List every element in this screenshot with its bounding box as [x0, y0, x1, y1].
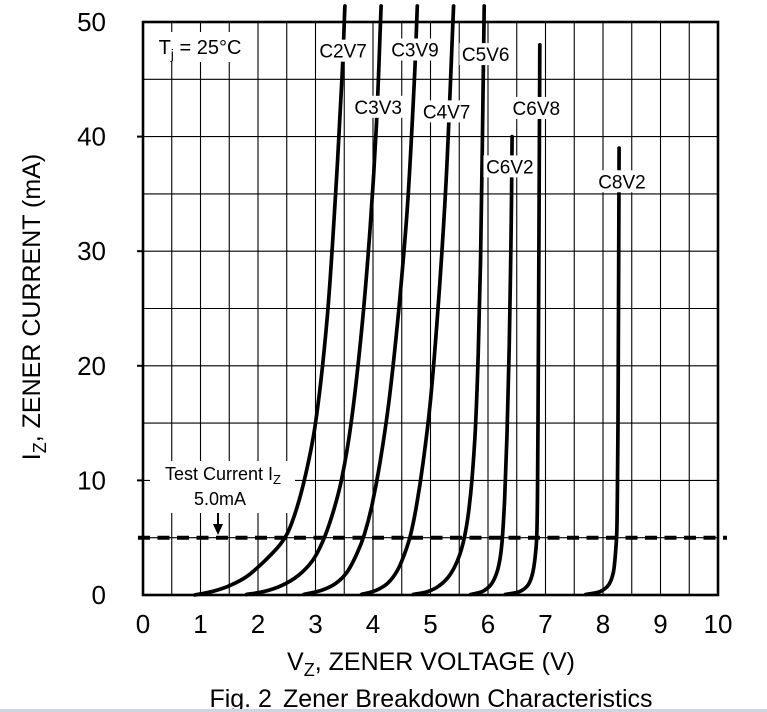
curve-label-box-C4V7 — [420, 100, 473, 123]
x-tick-label-2: 2 — [251, 609, 265, 639]
curve-C8V2 — [583, 146, 621, 597]
curve-label-box-C2V7 — [316, 39, 370, 62]
curve-label-box-C3V3 — [351, 95, 405, 118]
axis-tick-labels: 0 1 2 3 4 5 6 7 8 9 10 0 10 20 30 40 50 — [77, 7, 732, 639]
page-bottom-strip — [0, 709, 767, 712]
curve-label-C6V8: C6V8 — [513, 99, 561, 120]
x-tick-label-4: 4 — [366, 609, 380, 639]
curve-C6V8 — [503, 43, 542, 597]
y-axis-title: IZ, ZENER CURRENT (mA) — [18, 154, 50, 460]
curve-C4V7 — [359, 4, 456, 597]
y-axis-title-sub: Z — [30, 442, 50, 453]
y-tick-label-10: 10 — [77, 465, 106, 495]
figure-caption-text: Zener Breakdown Characteristics — [283, 685, 653, 712]
curve-C3V9 — [302, 4, 420, 597]
curve-label-C6V2: C6V2 — [486, 157, 534, 178]
temperature-post: = 25°C — [174, 37, 241, 59]
plot-frame — [137, 20, 720, 597]
curve-labels: C2V7 C3V3 C3V9 C4V7 C5V6 C6V2 C6V8 C8V2 — [316, 38, 649, 193]
temperature-annotation-box — [149, 32, 251, 62]
plot-border — [141, 20, 720, 597]
y-tick-label-40: 40 — [77, 122, 106, 152]
curve-label-C2V7: C2V7 — [319, 42, 367, 63]
test-current-annotation: Test Current IZ 5.0mA — [150, 461, 295, 535]
x-axis-title: VZ, ZENER VOLTAGE (V) — [287, 648, 575, 680]
x-tick-label-5: 5 — [423, 609, 437, 639]
curve-label-C4V7: C4V7 — [423, 102, 471, 123]
temperature-pre: T — [159, 37, 171, 59]
x-tick-label-8: 8 — [596, 609, 610, 639]
x-tick-label-1: 1 — [193, 609, 207, 639]
temperature-annotation: Tj = 25°C — [149, 32, 251, 62]
x-tick-label-7: 7 — [538, 609, 552, 639]
test-current-line2: 5.0mA — [194, 489, 246, 509]
x-axis-title-pre: V — [287, 648, 304, 676]
curve-label-box-C6V8 — [509, 96, 563, 119]
curve-label-C3V3: C3V3 — [354, 98, 402, 119]
arrow-head-icon — [213, 524, 223, 535]
x-axis-title-sub: Z — [304, 660, 315, 680]
x-axis-title-post: , ZENER VOLTAGE (V) — [315, 648, 575, 676]
x-tick-label-9: 9 — [653, 609, 667, 639]
y-axis-title-pre: I — [18, 453, 46, 460]
temperature-sub: j — [170, 46, 174, 62]
curve-label-box-C3V9 — [388, 38, 442, 61]
test-current-line1-sub: Z — [273, 472, 281, 487]
test-current-line1: Test Current IZ — [165, 464, 281, 487]
curve-label-C3V9: C3V9 — [391, 41, 439, 62]
test-current-annotation-box — [150, 461, 295, 513]
curve-C5V6 — [411, 4, 487, 597]
y-axis-title-post: , ZENER CURRENT (mA) — [18, 154, 46, 442]
curve-label-box-C8V2 — [595, 170, 649, 193]
test-current-line1-pre: Test Current I — [165, 464, 273, 484]
curve-C2V7 — [192, 4, 347, 597]
curve-label-box-C5V6 — [459, 43, 513, 66]
y-tick-label-20: 20 — [77, 351, 106, 381]
x-tick-label-0: 0 — [136, 609, 150, 639]
curve-label-box-C6V2 — [483, 155, 537, 178]
zener-curves — [192, 4, 621, 597]
x-tick-label-3: 3 — [308, 609, 322, 639]
curve-C6V2 — [468, 134, 514, 597]
x-tick-label-6: 6 — [481, 609, 495, 639]
curve-label-C8V2: C8V2 — [598, 172, 646, 193]
y-tick-label-0: 0 — [92, 580, 106, 610]
temperature-annotation-text: Tj = 25°C — [159, 37, 242, 62]
x-tick-label-10: 10 — [704, 609, 733, 639]
figure-caption: Fig. 2 Zener Breakdown Characteristics — [209, 685, 652, 712]
curve-label-C5V6: C5V6 — [462, 45, 510, 66]
y-tick-label-30: 30 — [77, 236, 106, 266]
y-tick-label-50: 50 — [77, 7, 106, 37]
figure-caption-label: Fig. 2 — [209, 685, 272, 712]
curve-C3V3 — [244, 4, 383, 597]
